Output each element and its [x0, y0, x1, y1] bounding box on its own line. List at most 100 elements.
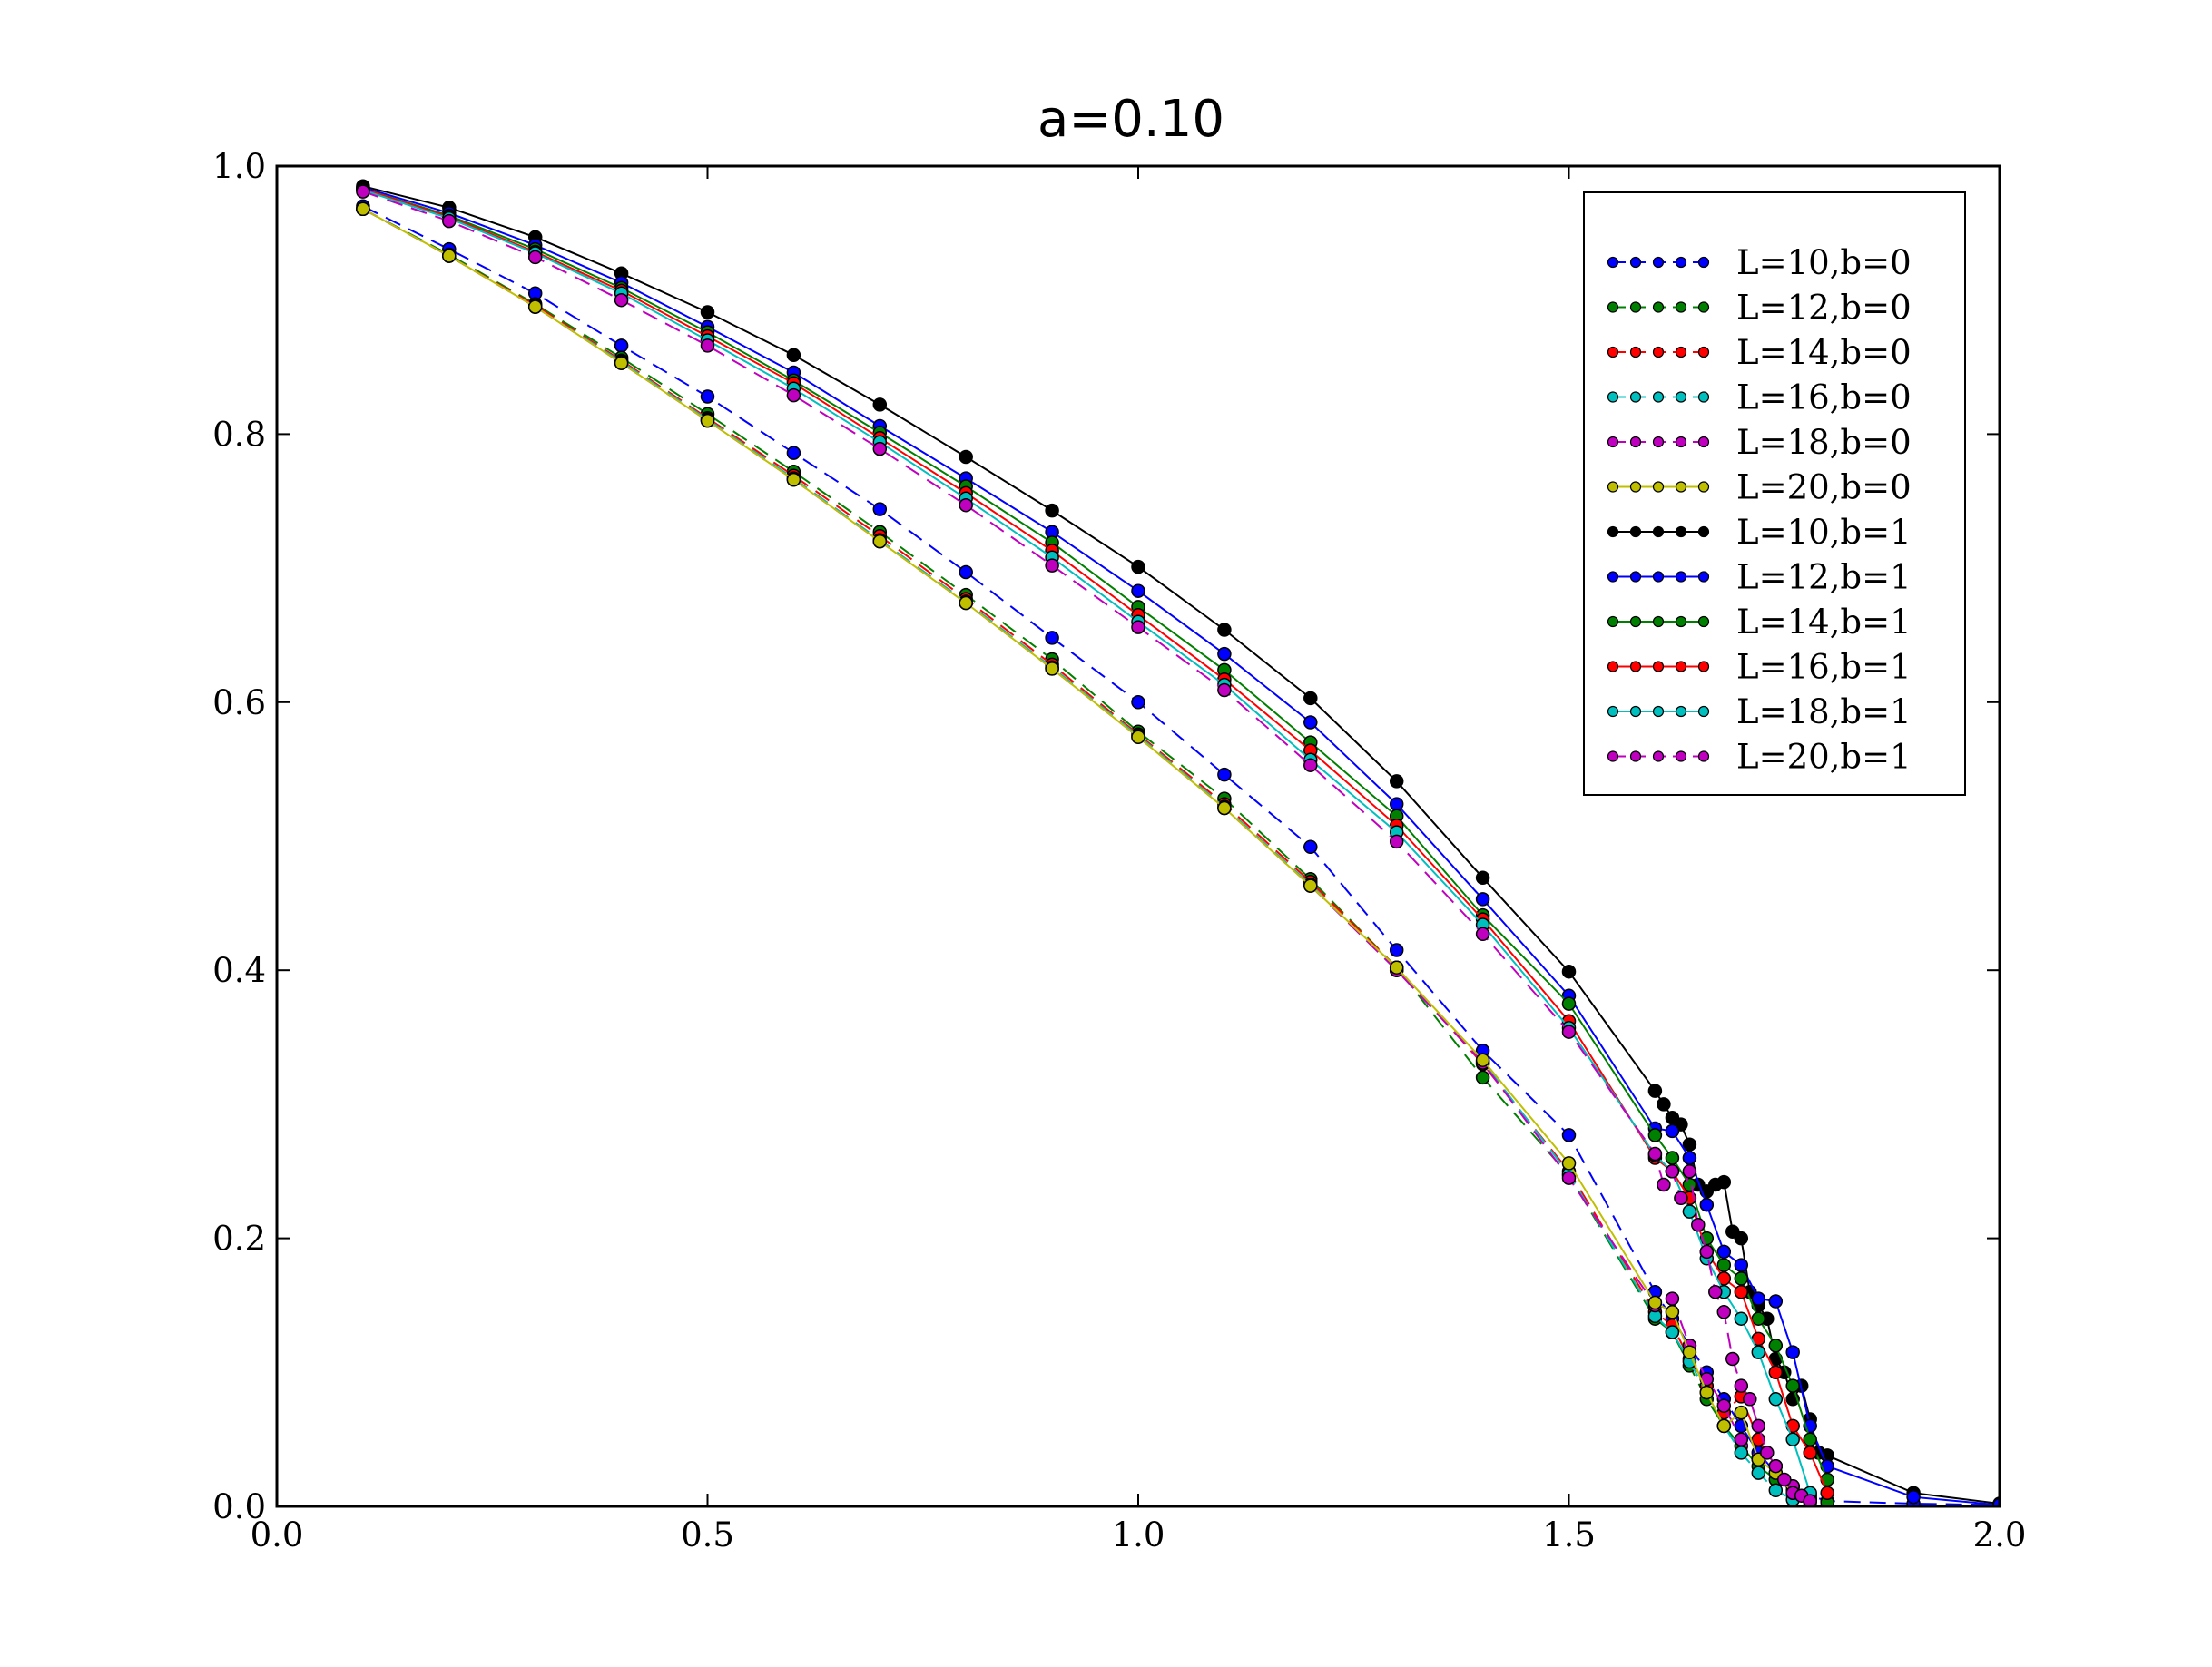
legend-label: L=18,b=1 — [1736, 692, 1912, 731]
legend-marker — [1629, 436, 1642, 448]
legend-marker — [1652, 391, 1665, 403]
legend-marker — [1675, 705, 1687, 718]
y-tick-label: 0.8 — [212, 415, 266, 454]
data-point — [1561, 1171, 1577, 1185]
data-point — [1682, 1177, 1697, 1192]
legend-marker — [1697, 571, 1710, 583]
legend-entry: L=12,b=1 — [1607, 558, 1912, 597]
data-point — [786, 446, 801, 460]
data-point — [1665, 1151, 1680, 1165]
data-point — [872, 441, 888, 456]
data-point — [1665, 1305, 1680, 1319]
legend-marker — [1697, 256, 1710, 269]
data-point — [527, 299, 543, 314]
data-point — [1785, 1432, 1800, 1446]
data-point — [1131, 559, 1145, 574]
data-point — [959, 564, 973, 580]
legend-label: L=12,b=1 — [1736, 558, 1912, 597]
data-point — [1734, 1231, 1749, 1246]
legend-marker — [1675, 571, 1687, 583]
legend-marker — [1607, 346, 1619, 358]
data-point — [786, 472, 801, 487]
legend-marker — [1607, 615, 1619, 628]
data-point — [1045, 503, 1059, 518]
data-point — [1803, 1432, 1817, 1446]
data-point — [1217, 623, 1232, 637]
data-point — [1131, 695, 1145, 710]
y-tick-label: 0.6 — [212, 683, 266, 722]
data-point — [442, 213, 457, 229]
data-point — [1303, 839, 1318, 855]
legend-marker — [1629, 571, 1642, 583]
series-line — [362, 188, 1829, 1494]
data-point — [1682, 1151, 1697, 1165]
data-point — [1785, 1378, 1800, 1393]
data-point — [1131, 730, 1145, 744]
data-point — [1734, 1432, 1749, 1446]
data-point — [356, 201, 370, 217]
data-point — [872, 397, 888, 412]
data-point — [1682, 1164, 1697, 1179]
legend-marker — [1607, 705, 1619, 718]
data-point — [1131, 620, 1145, 634]
data-point — [700, 305, 715, 319]
legend-marker — [1697, 750, 1710, 762]
data-point — [1303, 715, 1318, 730]
legend-marker — [1675, 661, 1687, 672]
legend-marker — [1675, 391, 1687, 403]
data-point — [1699, 1244, 1715, 1260]
legend-marker — [1607, 661, 1619, 672]
data-point — [786, 348, 801, 363]
data-point — [614, 338, 629, 353]
legend-marker — [1607, 391, 1619, 403]
legend-marker — [1697, 391, 1710, 403]
data-point — [1131, 583, 1145, 598]
data-point — [1561, 964, 1577, 979]
legend-marker — [1652, 436, 1665, 448]
data-point — [1682, 1345, 1697, 1359]
data-point — [786, 387, 801, 403]
data-point — [1751, 1466, 1766, 1480]
legend-marker — [1675, 256, 1687, 269]
data-point — [1303, 691, 1318, 706]
data-point — [1734, 1258, 1749, 1272]
legend-marker — [1629, 525, 1642, 538]
legend-marker — [1629, 661, 1642, 672]
y-tick-label: 0.4 — [212, 951, 266, 990]
legend-marker — [1629, 346, 1642, 358]
data-point — [1665, 1123, 1680, 1139]
legend-marker — [1697, 525, 1710, 538]
data-point — [872, 502, 888, 516]
legend-marker — [1607, 301, 1619, 313]
data-point — [1647, 1084, 1663, 1098]
data-point — [1751, 1418, 1766, 1434]
legend-marker — [1675, 301, 1687, 313]
data-point — [1647, 1295, 1663, 1310]
y-tick-label: 1.0 — [212, 147, 266, 186]
legend-marker — [1652, 301, 1665, 313]
legend-marker — [1675, 525, 1687, 538]
legend-marker — [1629, 301, 1642, 313]
data-point — [1475, 1070, 1490, 1085]
data-point — [1751, 1345, 1766, 1359]
legend-entry: L=20,b=0 — [1607, 468, 1912, 507]
legend-marker — [1652, 525, 1665, 538]
legend-label: L=18,b=0 — [1736, 423, 1912, 462]
data-point — [1699, 1197, 1715, 1212]
legend-marker — [1697, 481, 1710, 493]
legend-label: L=10,b=1 — [1736, 513, 1912, 552]
legend-label: L=16,b=0 — [1736, 378, 1912, 417]
data-point — [1768, 1458, 1784, 1474]
legend-label: L=10,b=0 — [1736, 243, 1912, 282]
legend-entry: L=10,b=0 — [1607, 243, 1912, 282]
legend-marker — [1629, 615, 1642, 628]
data-point — [1389, 774, 1404, 789]
x-tick-label: 1.0 — [1112, 1515, 1165, 1554]
legend-marker — [1675, 481, 1687, 493]
legend-marker — [1607, 436, 1619, 448]
x-tick-label: 0.0 — [251, 1515, 304, 1554]
data-point — [1734, 1284, 1749, 1299]
data-point — [1475, 892, 1490, 907]
legend-entry: L=12,b=0 — [1607, 289, 1912, 328]
legend-marker — [1629, 705, 1642, 718]
